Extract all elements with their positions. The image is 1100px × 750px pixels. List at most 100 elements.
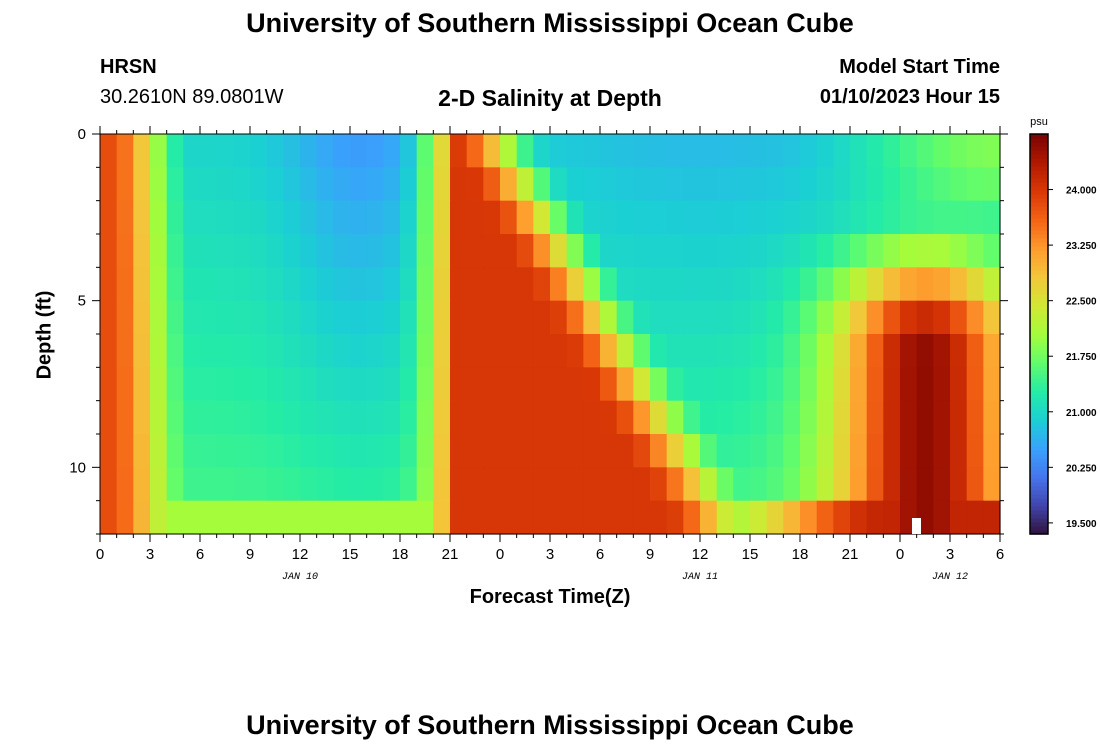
heatmap-cell (983, 167, 1001, 202)
heatmap-cell (716, 434, 734, 468)
colorbar-segment (1030, 326, 1048, 331)
heatmap-cell (800, 400, 818, 435)
x-tick-label: 0 (96, 546, 104, 563)
heatmap-cell (800, 467, 818, 502)
heatmap-cell (716, 267, 734, 302)
colorbar-segment (1030, 202, 1048, 207)
heatmap-cell (750, 134, 768, 168)
colorbar-segment (1030, 278, 1048, 283)
heatmap-cell (600, 134, 618, 168)
heatmap-cell (383, 467, 401, 502)
heatmap-cell (850, 400, 868, 435)
heatmap-cell (650, 367, 668, 402)
heatmap-cell (566, 334, 584, 368)
heatmap-cell (683, 200, 701, 235)
heatmap-cell (716, 300, 734, 335)
x-tick-label: 0 (496, 546, 504, 563)
heatmap-cell (500, 134, 518, 168)
colorbar-segment (1030, 274, 1048, 279)
colorbar-segment (1030, 166, 1048, 171)
heatmap-cell (550, 300, 568, 335)
heatmap-cell (416, 167, 434, 202)
heatmap-cell (816, 167, 834, 202)
heatmap-cell (600, 500, 618, 535)
colorbar-segment (1030, 358, 1048, 363)
heatmap-cell (666, 400, 684, 435)
heatmap-cell (500, 334, 518, 368)
heatmap-cell (450, 367, 468, 402)
colorbar-tick-label: 23.250 (1066, 241, 1097, 252)
heatmap-cell (550, 200, 568, 235)
heatmap-cell (316, 267, 334, 302)
heatmap-cell (966, 200, 984, 235)
heatmap-cell (783, 400, 801, 435)
heatmap-cell (933, 434, 951, 468)
heatmap-cell (266, 467, 284, 502)
heatmap-cell (583, 500, 601, 535)
heatmap-cell (116, 500, 134, 535)
heatmap-cell (900, 367, 918, 402)
heatmap-cell (733, 300, 751, 335)
heatmap-cell (550, 467, 568, 502)
colorbar-segment (1030, 266, 1048, 271)
heatmap-cell (566, 367, 584, 402)
heatmap-cell (250, 500, 268, 535)
heatmap-cell (650, 500, 668, 535)
heatmap-cell (516, 134, 534, 168)
heatmap-cell (483, 434, 501, 468)
heatmap-cell (816, 434, 834, 468)
heatmap-cell (250, 300, 268, 335)
heatmap-cell (483, 300, 501, 335)
heatmap-cell (466, 134, 484, 168)
heatmap-cell (366, 267, 384, 302)
y-tick-label: 10 (69, 459, 86, 476)
heatmap-cell (733, 400, 751, 435)
heatmap-cell (483, 367, 501, 402)
heatmap-cell (750, 267, 768, 302)
heatmap-cell (483, 200, 501, 235)
heatmap-cell (700, 300, 718, 335)
heatmap-cell (333, 267, 351, 302)
heatmap-cell (816, 267, 834, 302)
heatmap-cell (350, 367, 368, 402)
heatmap-cell (733, 500, 751, 535)
heatmap-cell (983, 300, 1001, 335)
colorbar-segment (1030, 314, 1048, 319)
colorbar-segment (1030, 466, 1048, 471)
heatmap-cell (966, 167, 984, 202)
heatmap-cell (366, 334, 384, 368)
heatmap-cell (316, 300, 334, 335)
heatmap-cell (650, 267, 668, 302)
heatmap-cell (533, 134, 551, 168)
colorbar-segment (1030, 214, 1048, 219)
colorbar-segment (1030, 434, 1048, 439)
heatmap-cell (850, 267, 868, 302)
colorbar-segment (1030, 474, 1048, 479)
heatmap-cell (883, 400, 901, 435)
heatmap-cell (566, 400, 584, 435)
colorbar-segment (1030, 142, 1048, 147)
colorbar-segment (1030, 522, 1048, 527)
heatmap-cell (500, 234, 518, 268)
heatmap-cell (866, 267, 884, 302)
heatmap-cell (283, 434, 301, 468)
heatmap-cell (333, 467, 351, 502)
heatmap-cell (833, 234, 851, 268)
heatmap-cell (333, 134, 351, 168)
heatmap-cell (233, 167, 251, 202)
heatmap-cell (533, 500, 551, 535)
heatmap-cell (166, 134, 184, 168)
heatmap-cell (150, 500, 168, 535)
heatmap-cell (133, 467, 151, 502)
colorbar-segment (1030, 354, 1048, 359)
heatmap-cell (733, 367, 751, 402)
colorbar-segment (1030, 298, 1048, 303)
heatmap-cell (583, 134, 601, 168)
colorbar-segment (1030, 350, 1048, 355)
heatmap-cell (416, 200, 434, 235)
colorbar-segment (1030, 246, 1048, 251)
heatmap-cell (550, 234, 568, 268)
heatmap-cell (766, 300, 784, 335)
heatmap-cell (100, 434, 118, 468)
colorbar-segment (1030, 222, 1048, 227)
